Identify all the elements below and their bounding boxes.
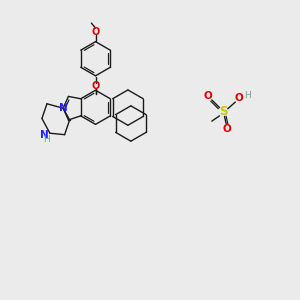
Text: O: O	[235, 94, 243, 103]
Text: O: O	[92, 27, 100, 37]
Text: S: S	[219, 105, 228, 118]
Text: O: O	[223, 124, 232, 134]
Text: O: O	[204, 92, 213, 101]
Text: H: H	[44, 135, 50, 144]
Text: N: N	[40, 130, 49, 140]
Text: O: O	[92, 81, 100, 91]
Text: H: H	[244, 91, 250, 100]
Text: N: N	[59, 103, 68, 113]
